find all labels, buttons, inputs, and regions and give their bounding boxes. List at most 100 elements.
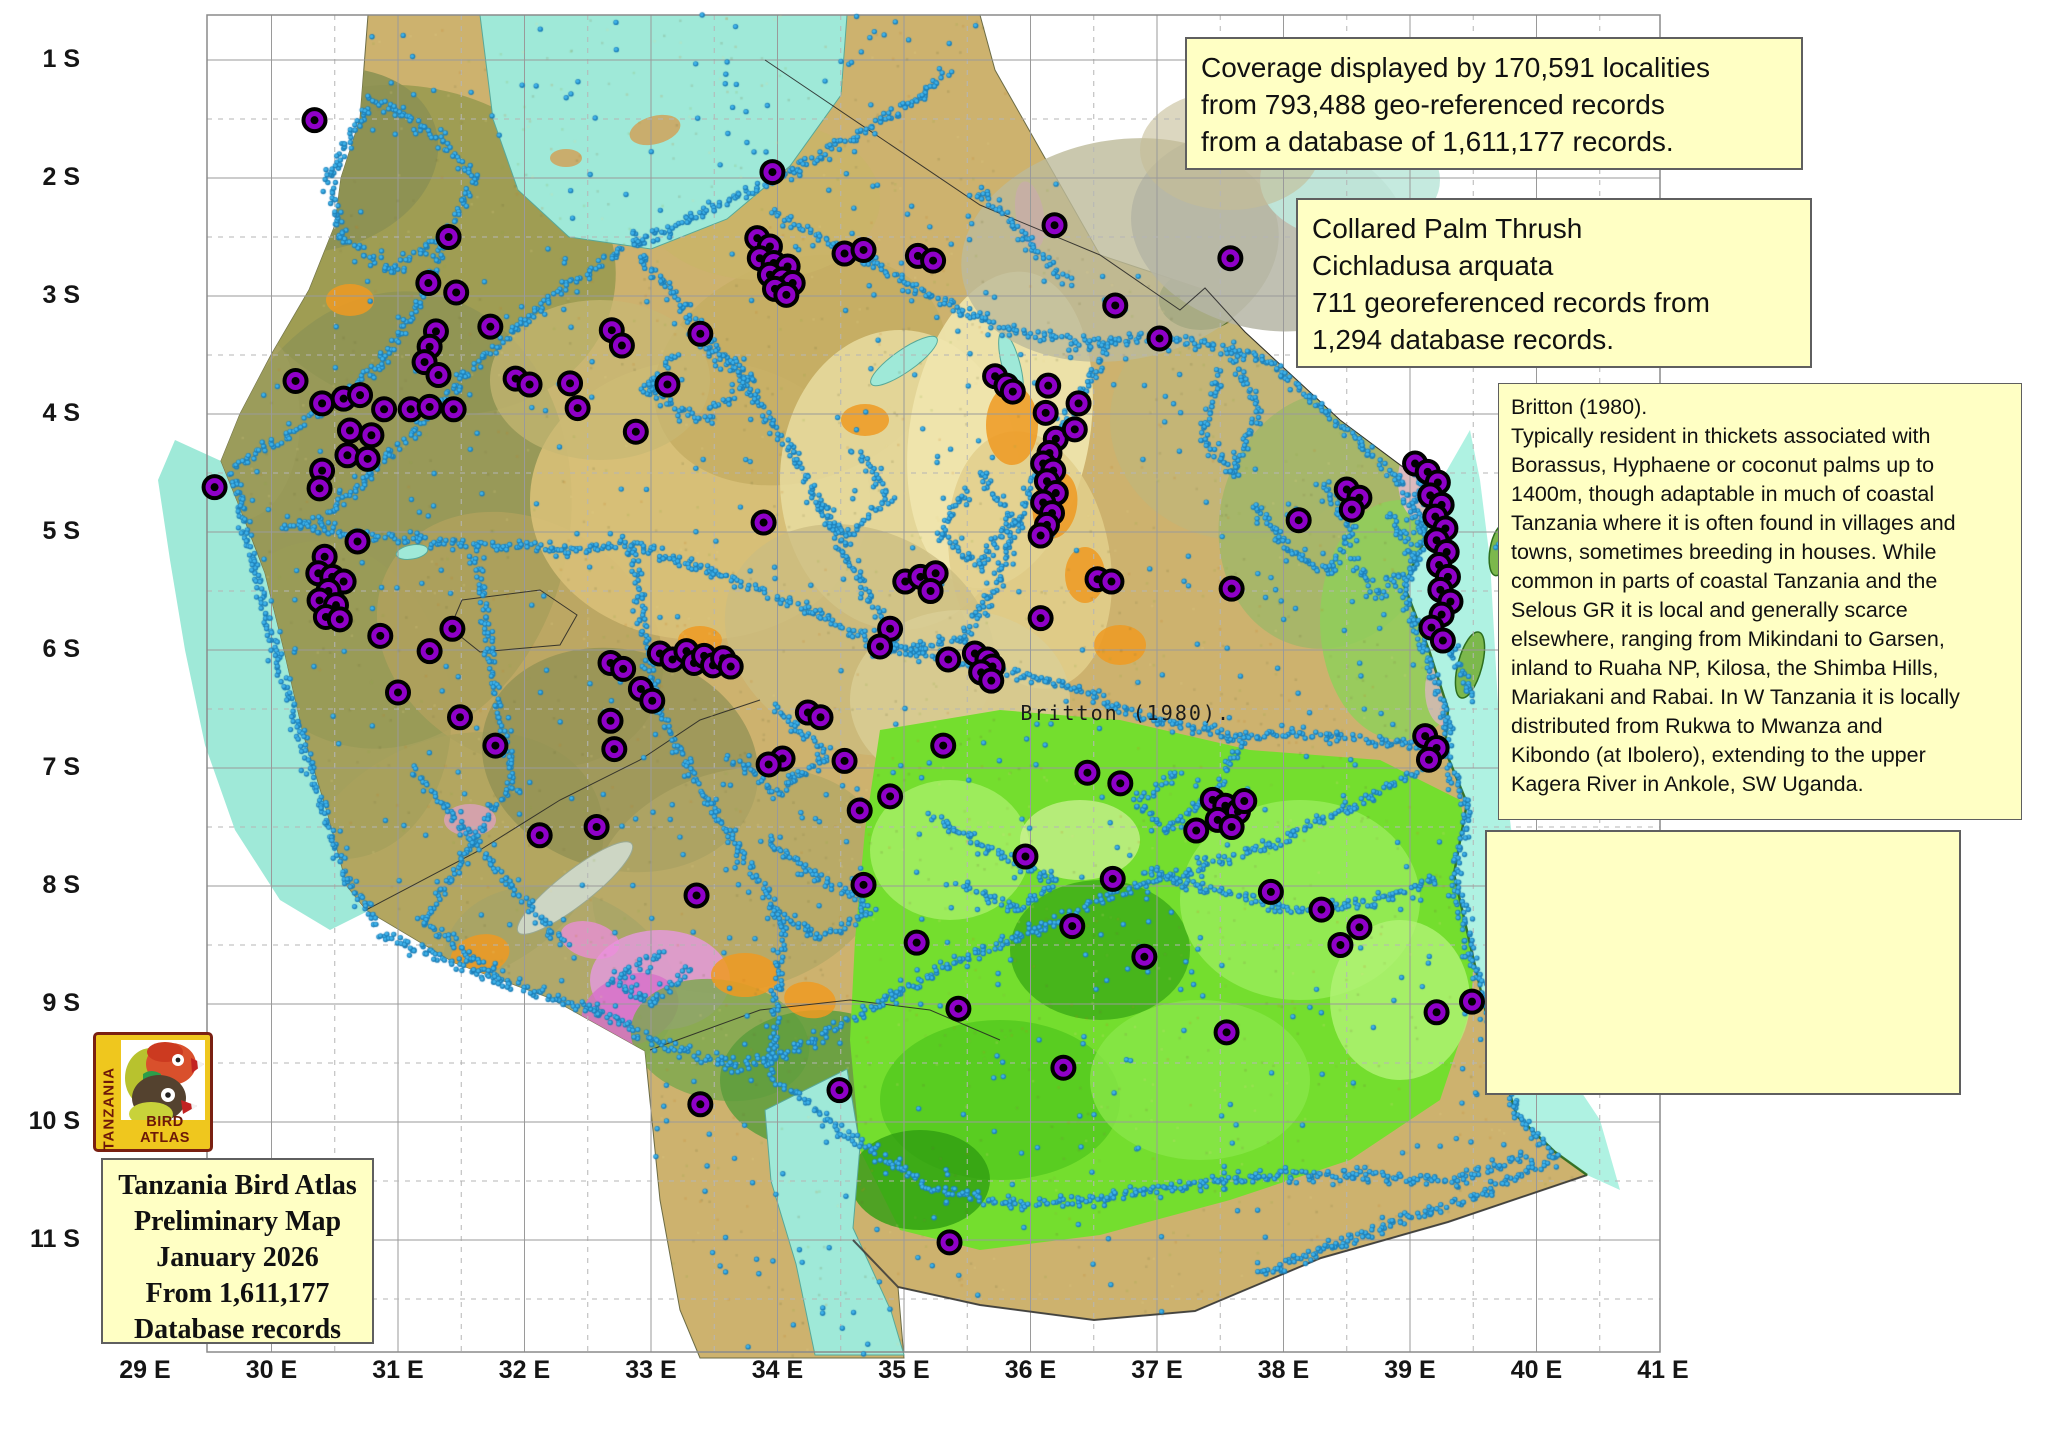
record-marker: [334, 442, 361, 469]
record-marker: [1285, 507, 1312, 534]
record-marker: [358, 422, 385, 449]
record-marker: [1041, 212, 1068, 239]
record-marker: [1146, 325, 1173, 352]
lat-tick-label: 10 S: [28, 1107, 80, 1135]
record-marker: [1308, 896, 1335, 923]
lon-tick-label: 31 E: [372, 1356, 424, 1384]
record-marker: [755, 751, 782, 778]
record-marker: [367, 622, 394, 649]
record-marker: [1423, 999, 1450, 1026]
lat-tick-label: 3 S: [42, 281, 80, 309]
record-marker: [344, 528, 371, 555]
record-marker: [411, 349, 438, 376]
lovebirds-icon: [125, 1042, 204, 1120]
record-marker: [371, 396, 398, 423]
lon-tick-label: 39 E: [1384, 1356, 1436, 1384]
record-marker: [1107, 770, 1134, 797]
record-marker: [759, 159, 786, 186]
record-marker: [920, 247, 947, 274]
record-marker: [610, 655, 637, 682]
lon-tick-label: 34 E: [751, 1356, 804, 1384]
record-marker: [601, 736, 628, 763]
record-marker: [826, 1077, 853, 1104]
empty-note-box: [1485, 830, 1961, 1095]
record-marker: [1050, 1054, 1077, 1081]
logo-bird-image: [121, 1040, 205, 1120]
record-marker: [516, 371, 543, 398]
record-marker: [301, 107, 328, 134]
lon-tick-label: 29 E: [119, 1356, 171, 1384]
record-marker: [1217, 245, 1244, 272]
lat-tick-label: 7 S: [42, 753, 80, 781]
record-marker: [683, 882, 710, 909]
record-marker: [917, 578, 944, 604]
record-marker: [526, 822, 553, 849]
record-marker: [557, 370, 584, 397]
record-marker: [807, 704, 834, 731]
species-info-box: Collared Palm Thrush Cichladusa arquata …: [1296, 198, 1812, 368]
record-marker: [385, 679, 411, 706]
record-marker: [1327, 932, 1354, 958]
coverage-stats-box: Coverage displayed by 170,591 localities…: [1185, 37, 1803, 170]
record-marker: [1346, 914, 1373, 941]
logo-side-text: TANZANIA: [100, 1066, 118, 1151]
record-marker: [477, 313, 504, 340]
lat-tick-label: 9 S: [42, 989, 80, 1017]
record-marker: [1098, 568, 1125, 595]
record-marker: [1102, 292, 1129, 319]
lon-tick-label: 38 E: [1257, 1356, 1310, 1384]
record-marker: [425, 362, 452, 389]
record-marker: [1065, 390, 1092, 417]
lat-tick-label: 8 S: [42, 871, 80, 899]
record-marker: [482, 732, 509, 759]
record-marker: [930, 732, 957, 759]
record-marker: [446, 704, 473, 731]
record-marker: [866, 633, 893, 660]
lon-tick-label: 37 E: [1131, 1356, 1183, 1384]
record-marker: [1183, 817, 1210, 844]
record-marker: [443, 279, 470, 306]
record-marker: [415, 270, 442, 297]
lon-tick-label: 36 E: [1004, 1356, 1057, 1384]
record-marker: [687, 1091, 714, 1118]
record-marker: [435, 224, 462, 250]
credit-box: Tanzania Bird Atlas Preliminary Map Janu…: [101, 1158, 374, 1345]
record-marker: [1218, 814, 1245, 840]
record-marker: [326, 606, 353, 633]
lon-tick-label: 32 E: [498, 1356, 551, 1384]
record-marker: [1257, 878, 1284, 905]
record-marker: [846, 797, 873, 824]
record-marker: [347, 382, 374, 409]
record-marker: [978, 667, 1005, 694]
record-marker: [903, 929, 930, 956]
record-marker: [440, 396, 467, 423]
record-marker: [1099, 865, 1126, 892]
record-marker: [639, 687, 666, 714]
record-marker: [1027, 522, 1054, 549]
record-marker: [717, 653, 744, 680]
record-marker: [416, 638, 443, 665]
logo-bottom-text: BIRD ATLAS: [140, 1114, 190, 1146]
lat-tick-label: 1 S: [42, 45, 80, 73]
record-marker: [999, 378, 1026, 405]
lat-tick-label: 6 S: [42, 635, 80, 663]
record-marker: [1415, 746, 1442, 773]
record-marker: [309, 390, 336, 417]
record-marker: [1027, 605, 1054, 632]
lon-tick-label: 30 E: [245, 1356, 298, 1384]
record-marker: [877, 783, 904, 810]
map-citation-label: Britton (1980).: [1020, 700, 1231, 725]
record-marker: [687, 320, 714, 347]
record-marker: [935, 646, 962, 673]
lon-tick-label: 41 E: [1637, 1356, 1689, 1384]
record-marker: [850, 871, 877, 898]
record-marker: [622, 418, 649, 445]
record-marker: [1061, 416, 1088, 443]
record-marker: [354, 445, 381, 472]
record-marker: [945, 995, 972, 1022]
record-marker: [597, 707, 624, 734]
record-marker: [654, 371, 681, 398]
record-marker: [1458, 988, 1485, 1015]
